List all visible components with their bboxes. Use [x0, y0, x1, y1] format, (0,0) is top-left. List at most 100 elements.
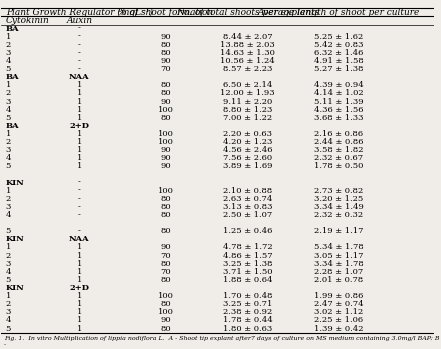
Text: -: - — [78, 203, 81, 211]
Text: 3.02 ± 1.12: 3.02 ± 1.12 — [314, 308, 363, 316]
Text: 4.39 ± 0.94: 4.39 ± 0.94 — [314, 81, 363, 89]
Text: -: - — [78, 227, 81, 235]
Text: 80: 80 — [161, 211, 171, 219]
Text: 90: 90 — [161, 317, 171, 325]
Text: Average length of shoot per culture: Average length of shoot per culture — [258, 8, 420, 17]
Text: Plant Growth Regulator (mgL⁻¹): Plant Growth Regulator (mgL⁻¹) — [6, 8, 153, 17]
Text: 100: 100 — [158, 187, 174, 195]
Text: -: - — [78, 24, 81, 32]
Text: KIN: KIN — [6, 235, 24, 243]
Text: 90: 90 — [161, 97, 171, 105]
Text: 5.42 ± 0.83: 5.42 ± 0.83 — [314, 41, 363, 49]
Text: 3: 3 — [6, 308, 11, 316]
Text: 4.20 ± 1.23: 4.20 ± 1.23 — [223, 138, 273, 146]
Text: 6.50 ± 2.14: 6.50 ± 2.14 — [223, 81, 273, 89]
Text: 1: 1 — [76, 130, 82, 138]
Text: 4.86 ± 1.57: 4.86 ± 1.57 — [223, 252, 273, 260]
Text: 3.68 ± 1.33: 3.68 ± 1.33 — [314, 114, 363, 122]
Text: 1.88 ± 0.64: 1.88 ± 0.64 — [223, 276, 273, 284]
Text: 1: 1 — [6, 81, 11, 89]
Text: 3.13 ± 0.83: 3.13 ± 0.83 — [223, 203, 273, 211]
Text: 1: 1 — [76, 292, 82, 300]
Text: -: - — [78, 41, 81, 49]
Text: BA: BA — [6, 73, 19, 81]
Text: 80: 80 — [161, 276, 171, 284]
Text: -: - — [78, 195, 81, 203]
Text: 100: 100 — [158, 130, 174, 138]
Text: 1: 1 — [76, 252, 82, 260]
Text: 3: 3 — [6, 260, 11, 268]
Text: 4: 4 — [6, 57, 11, 65]
Text: 2: 2 — [6, 89, 11, 97]
Text: 9.11 ± 2.20: 9.11 ± 2.20 — [223, 97, 273, 105]
Text: 1.78 ± 0.50: 1.78 ± 0.50 — [314, 162, 363, 170]
Text: 3.71 ± 1.50: 3.71 ± 1.50 — [223, 268, 273, 276]
Text: 4: 4 — [6, 106, 11, 114]
Text: 3: 3 — [6, 203, 11, 211]
Text: Fig. 1.  In vitro Multiplication of lippia nodiflora L.  A - Shoot tip explant a: Fig. 1. In vitro Multiplication of lippi… — [4, 336, 440, 347]
Text: 1: 1 — [6, 187, 11, 195]
Text: BA: BA — [6, 122, 19, 130]
Text: 1: 1 — [76, 260, 82, 268]
Text: 3.89 ± 1.69: 3.89 ± 1.69 — [223, 162, 273, 170]
Text: 2+D: 2+D — [69, 122, 89, 130]
Text: 1: 1 — [76, 114, 82, 122]
Text: Cytokinin: Cytokinin — [6, 16, 49, 25]
Text: 1: 1 — [76, 154, 82, 162]
Text: 2.44 ± 0.86: 2.44 ± 0.86 — [314, 138, 363, 146]
Text: 1: 1 — [76, 300, 82, 308]
Text: 1: 1 — [76, 97, 82, 105]
Text: -: - — [78, 49, 81, 57]
Text: 14.63 ± 1.30: 14.63 ± 1.30 — [220, 49, 275, 57]
Text: NAA: NAA — [69, 73, 90, 81]
Text: 80: 80 — [161, 300, 171, 308]
Text: 5.11 ± 1.39: 5.11 ± 1.39 — [314, 97, 363, 105]
Text: 2: 2 — [6, 195, 11, 203]
Text: 3.20 ± 1.25: 3.20 ± 1.25 — [314, 195, 363, 203]
Text: Auxin: Auxin — [66, 16, 92, 25]
Text: 1: 1 — [76, 325, 82, 333]
Text: 80: 80 — [161, 49, 171, 57]
Text: 1: 1 — [76, 81, 82, 89]
Text: 3.25 ± 1.38: 3.25 ± 1.38 — [223, 260, 273, 268]
Text: 80: 80 — [161, 114, 171, 122]
Text: 70: 70 — [161, 268, 171, 276]
Text: 2.10 ± 0.88: 2.10 ± 0.88 — [223, 187, 273, 195]
Text: 4: 4 — [6, 154, 11, 162]
Text: 100: 100 — [158, 138, 174, 146]
Text: 1: 1 — [76, 106, 82, 114]
Text: -: - — [78, 211, 81, 219]
Text: 1: 1 — [76, 268, 82, 276]
Text: 100: 100 — [158, 106, 174, 114]
Text: 2.50 ± 1.07: 2.50 ± 1.07 — [223, 211, 273, 219]
Text: 90: 90 — [161, 146, 171, 154]
Text: 1.25 ± 0.46: 1.25 ± 0.46 — [223, 227, 273, 235]
Text: 3: 3 — [6, 49, 11, 57]
Text: 90: 90 — [161, 244, 171, 252]
Text: 10.56 ± 1.24: 10.56 ± 1.24 — [220, 57, 275, 65]
Text: 2: 2 — [6, 41, 11, 49]
Text: 5: 5 — [6, 114, 11, 122]
Text: 2+D: 2+D — [69, 284, 89, 292]
Text: 13.88 ± 2.03: 13.88 ± 2.03 — [220, 41, 275, 49]
Text: 2.73 ± 0.82: 2.73 ± 0.82 — [314, 187, 363, 195]
Text: 1.99 ± 0.86: 1.99 ± 0.86 — [314, 292, 363, 300]
Text: 7.56 ± 2.60: 7.56 ± 2.60 — [223, 154, 273, 162]
Text: 5: 5 — [6, 65, 11, 73]
Text: 80: 80 — [161, 325, 171, 333]
Text: 1: 1 — [6, 130, 11, 138]
Text: 3: 3 — [6, 146, 11, 154]
Text: 5.27 ± 1.38: 5.27 ± 1.38 — [314, 65, 363, 73]
Text: 1: 1 — [76, 308, 82, 316]
Text: 4.36 ± 1.56: 4.36 ± 1.56 — [314, 106, 363, 114]
Text: 2.47 ± 0.74: 2.47 ± 0.74 — [314, 300, 363, 308]
Text: No. of total shoots per explants: No. of total shoots per explants — [176, 8, 319, 17]
Text: 2.01 ± 0.78: 2.01 ± 0.78 — [314, 276, 363, 284]
Text: 1.70 ± 0.48: 1.70 ± 0.48 — [223, 292, 273, 300]
Text: 3.05 ± 1.17: 3.05 ± 1.17 — [314, 252, 363, 260]
Text: 1.39 ± 0.42: 1.39 ± 0.42 — [314, 325, 363, 333]
Text: 4.91 ± 1.58: 4.91 ± 1.58 — [314, 57, 363, 65]
Text: 80: 80 — [161, 260, 171, 268]
Text: 1.78 ± 0.44: 1.78 ± 0.44 — [223, 317, 273, 325]
Text: NAA: NAA — [69, 235, 90, 243]
